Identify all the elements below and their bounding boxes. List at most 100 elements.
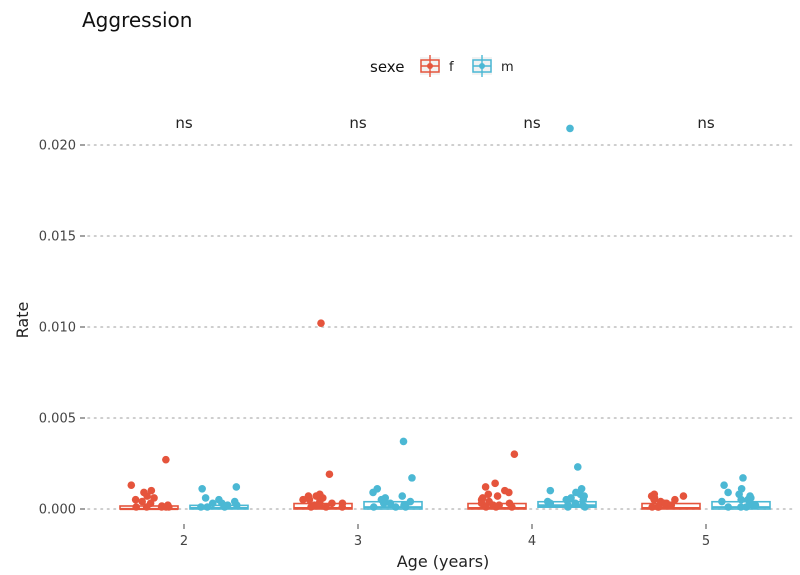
point-f-age-4 [508, 503, 516, 511]
gridlines [87, 144, 796, 510]
point-f-age-5 [648, 503, 656, 511]
point-m-age-4 [546, 486, 555, 495]
point-m-age-5 [737, 495, 745, 504]
point-m-age-2 [220, 503, 229, 511]
point-m-age-2 [203, 503, 212, 511]
point-f-age-3 [307, 503, 315, 511]
point-f-age-2 [150, 494, 158, 502]
point-m-age-2 [201, 494, 210, 502]
point-f-age-4 [493, 492, 502, 500]
point-f-age-3 [322, 503, 330, 511]
x-tick-label: 5 [702, 534, 710, 549]
point-f-age-4 [484, 490, 493, 499]
point-f-age-4 [505, 488, 513, 497]
point-f-age-3 [328, 499, 336, 508]
point-f-age-3 [312, 492, 321, 500]
x-axis-title: Age (years) [397, 552, 490, 571]
point-f-age-5 [679, 492, 688, 500]
point-f-age-4 [481, 483, 490, 491]
legend-key-f [420, 55, 440, 77]
legend-key-point [479, 63, 485, 69]
significance-label: ns [349, 114, 367, 132]
point-m-age-3 [399, 437, 408, 446]
point-m-age-3 [369, 503, 378, 511]
point-f-age-3 [338, 503, 347, 511]
point-m-age-3 [401, 503, 410, 511]
point-f-age-2 [162, 503, 170, 511]
significance-label: ns [697, 114, 715, 132]
point-m-age-4 [573, 463, 582, 471]
y-axis-ticks: 0.000 0.005 0.010 0.015 0.020 [39, 139, 85, 518]
legend-title: sexe [370, 58, 404, 76]
point-f-age-5 [671, 495, 679, 504]
point-f-age-4 [491, 479, 499, 488]
point-m-age-3 [408, 474, 416, 482]
point-m-age-4 [566, 124, 574, 133]
legend-label-f: f [449, 60, 454, 75]
point-f-age-2 [143, 492, 151, 500]
x-axis-ticks: 2 3 4 5 [180, 524, 710, 549]
point-m-age-2 [198, 485, 206, 493]
point-m-age-5 [718, 497, 726, 506]
point-m-age-4 [564, 503, 572, 511]
chart-title: Aggression [82, 8, 192, 32]
legend: sexe f m [370, 55, 514, 77]
point-f-age-5 [650, 495, 658, 504]
point-f-age-2 [138, 497, 146, 506]
x-tick-label: 4 [528, 534, 536, 549]
point-m-age-5 [724, 488, 732, 497]
point-m-age-5 [739, 474, 747, 482]
x-tick-label: 3 [354, 534, 362, 549]
point-f-age-2 [162, 455, 170, 464]
point-m-age-2 [208, 499, 217, 508]
point-m-age-5 [742, 503, 751, 511]
point-m-age-3 [379, 499, 388, 508]
significance-annotations: ns ns ns ns [175, 114, 715, 132]
point-f-age-3 [325, 470, 334, 479]
point-m-age-2 [233, 501, 241, 509]
point-f-age-3 [305, 495, 314, 504]
point-f-age-2 [127, 481, 136, 489]
point-m-age-5 [749, 501, 757, 509]
y-tick-label: 0.015 [39, 230, 76, 245]
point-m-age-3 [398, 492, 407, 500]
point-m-age-4 [546, 499, 555, 508]
point-f-age-2 [131, 495, 140, 504]
y-tick-label: 0.010 [39, 321, 76, 336]
point-f-age-4 [492, 503, 500, 511]
point-m-age-2 [232, 483, 241, 491]
x-tick-label: 2 [180, 534, 188, 549]
point-f-age-4 [510, 450, 519, 459]
legend-key-point [427, 63, 433, 69]
point-f-age-5 [661, 501, 670, 509]
point-m-age-5 [720, 481, 728, 489]
point-f-age-5 [667, 501, 676, 509]
point-m-age-3 [386, 499, 395, 508]
point-m-age-2 [197, 503, 205, 511]
y-tick-label: 0.005 [39, 412, 76, 427]
significance-label: ns [523, 114, 541, 132]
legend-label-m: m [501, 60, 514, 75]
point-m-age-4 [579, 495, 588, 504]
point-f-age-2 [132, 503, 140, 511]
point-f-age-5 [654, 503, 663, 511]
point-f-age-2 [147, 486, 156, 495]
point-f-age-3 [315, 501, 324, 509]
point-m-age-3 [391, 503, 400, 511]
point-m-age-5 [724, 503, 733, 511]
point-m-age-4 [571, 499, 580, 508]
point-m-age-4 [581, 503, 589, 511]
point-m-age-5 [737, 503, 745, 511]
point-f-age-3 [299, 495, 307, 504]
point-f-age-3 [317, 319, 325, 327]
point-f-age-4 [482, 503, 490, 511]
significance-label: ns [175, 114, 193, 132]
point-m-age-3 [369, 488, 377, 497]
y-tick-label: 0.020 [39, 139, 76, 154]
y-tick-label: 0.000 [39, 503, 76, 518]
legend-key-m [472, 55, 492, 77]
plot-marks [119, 124, 771, 511]
y-axis-title: Rate [13, 302, 32, 339]
point-f-age-2 [142, 503, 151, 511]
